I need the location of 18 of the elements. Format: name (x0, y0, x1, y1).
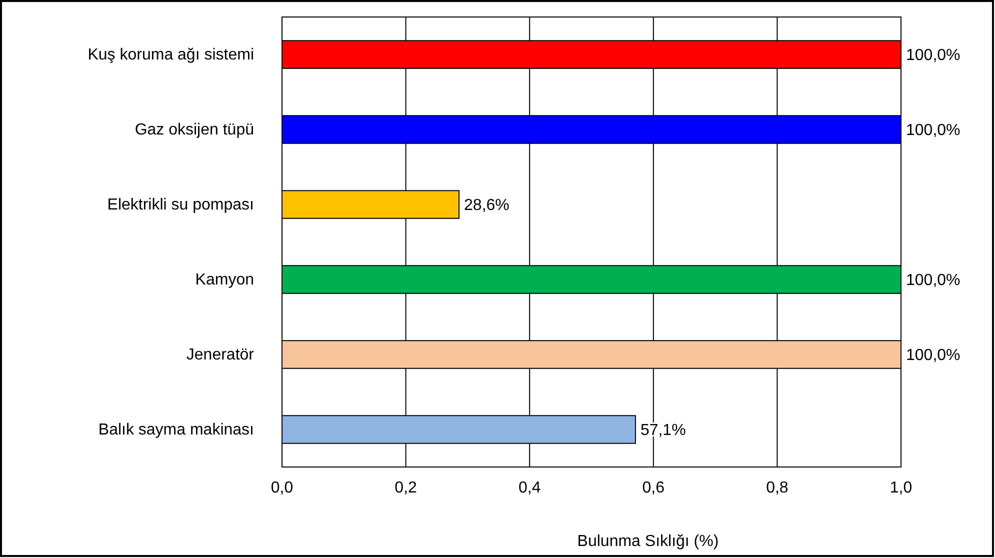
data-label: 100,0% (906, 272, 960, 290)
y-tick-label: Jeneratör (186, 346, 255, 364)
x-tick-label: 0,6 (642, 479, 665, 496)
data-label: 100,0% (906, 47, 960, 64)
y-tick-label: Elektrikli su pompası (107, 196, 254, 214)
x-tick-label: 0,4 (518, 479, 541, 496)
data-label: 100,0% (906, 347, 960, 364)
y-tick-label: Kuş koruma ağı sistemi (88, 46, 254, 64)
y-tick-label: Gaz oksijen tüpü (134, 122, 254, 139)
data-label: 100,0% (906, 122, 960, 140)
data-label: 28,6% (464, 197, 510, 214)
x-tick-label: 0,0 (270, 479, 294, 496)
x-tick-label: 1,0 (890, 479, 912, 496)
x-tick-label: 0,8 (766, 479, 788, 496)
x-axis-title: Bulunma Sıklığı (%) (577, 533, 719, 550)
y-tick-label: Kamyon (195, 272, 254, 289)
x-tick-label: 0,2 (394, 479, 418, 496)
y-tick-label: Balık sayma makinası (98, 422, 254, 439)
